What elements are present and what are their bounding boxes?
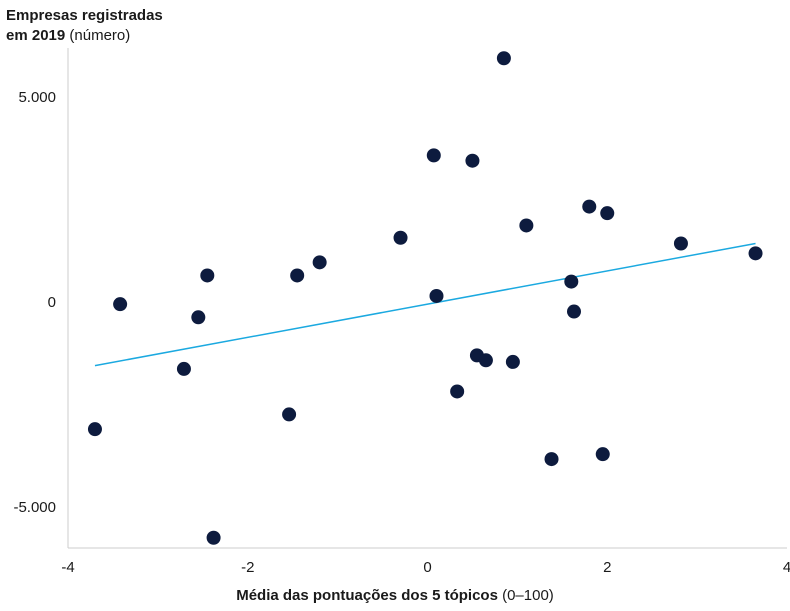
data-point — [429, 288, 444, 303]
data-point — [566, 304, 581, 319]
data-point — [191, 310, 206, 325]
data-point — [582, 199, 597, 214]
data-point — [673, 236, 688, 251]
y-axis-title-bold-2: em 2019 — [6, 27, 66, 44]
y-axis-title-unit: (número) — [69, 27, 131, 44]
data-point — [282, 407, 297, 422]
data-point — [450, 384, 465, 399]
data-point — [600, 206, 615, 221]
x-axis-title: Média das pontuações dos 5 tópicos (0–10… — [0, 587, 790, 604]
x-tick-label: -4 — [61, 559, 74, 576]
data-point — [496, 51, 511, 66]
data-point — [748, 246, 763, 261]
y-tick-label: 0 — [48, 294, 56, 311]
data-point — [200, 268, 215, 283]
y-axis-title-bold-1: Empresas registradas — [6, 7, 163, 24]
x-tick-label: 0 — [423, 559, 431, 576]
data-point — [113, 297, 128, 312]
data-point — [465, 153, 480, 168]
data-point — [87, 422, 102, 437]
data-point — [290, 268, 305, 283]
data-point — [312, 255, 327, 270]
data-point — [176, 361, 191, 376]
data-point — [478, 353, 493, 368]
data-point — [544, 452, 559, 467]
x-tick-label: -2 — [241, 559, 254, 576]
trend-line — [94, 242, 756, 367]
y-axis-title: Empresas registradas em 2019 (número) — [6, 6, 163, 46]
data-point — [505, 354, 520, 369]
y-tick-label: 5.000 — [18, 89, 56, 106]
data-point — [426, 148, 441, 163]
data-point — [519, 218, 534, 233]
y-tick-label: -5.000 — [13, 499, 56, 516]
x-axis-title-bold: Média das pontuações dos 5 tópicos — [236, 587, 498, 604]
data-point — [564, 274, 579, 289]
x-tick-label: 4 — [783, 559, 790, 576]
x-tick-label: 2 — [603, 559, 611, 576]
data-point — [393, 230, 408, 245]
data-point — [595, 447, 610, 462]
x-axis-title-unit: (0–100) — [502, 587, 554, 604]
data-point — [206, 530, 221, 545]
